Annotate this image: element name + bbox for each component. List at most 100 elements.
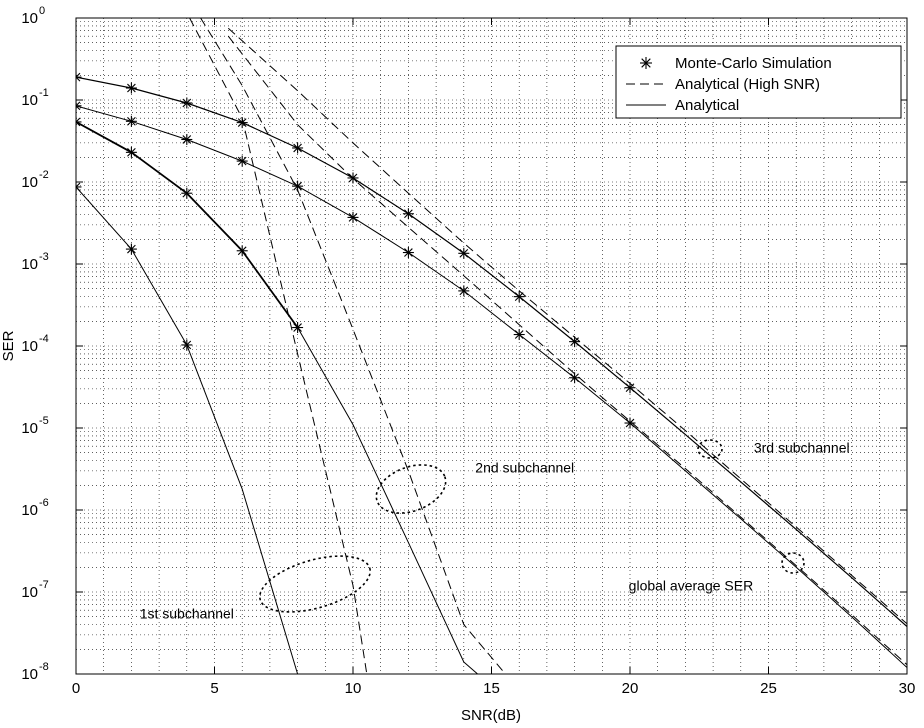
marker-stroke [293, 181, 302, 191]
marker-stroke [293, 143, 302, 153]
marker-stroke [641, 58, 651, 68]
y-tick-label-exponent: -7 [39, 579, 49, 591]
marker-star [125, 115, 137, 127]
annotation-ellipse [697, 439, 723, 459]
y-tick-label-base: 10 [21, 338, 38, 355]
marker-stroke [348, 213, 358, 222]
annotation-label: 2nd subchannel [475, 459, 574, 475]
y-tick-label: 10 -3 [21, 251, 48, 273]
marker-star [292, 180, 304, 192]
legend-label-high-snr: Analytical (High SNR) [675, 76, 820, 93]
marker-star [569, 372, 581, 384]
annotation-label: 3rd subchannel [754, 439, 850, 455]
analytical-curve [76, 76, 907, 627]
analytical-curve [297, 327, 478, 674]
y-tick-label-exponent: -6 [39, 497, 49, 509]
legend-marker-star [640, 57, 652, 69]
marker-stroke [570, 337, 579, 346]
y-tick-label-base: 10 [21, 174, 38, 191]
y-tick-label: 10 -6 [21, 497, 48, 519]
marker-star [125, 82, 137, 94]
marker-star [292, 142, 304, 154]
marker-star [402, 247, 414, 259]
marker-stroke [237, 156, 247, 166]
x-tick-label: 30 [899, 680, 916, 697]
marker-stroke [76, 76, 81, 82]
y-tick-label-exponent: -5 [39, 415, 49, 427]
marker-star [513, 291, 525, 303]
marker-stroke [76, 101, 81, 107]
marker-stroke [514, 330, 524, 339]
marker-stroke [570, 373, 579, 383]
y-tick-label-base: 10 [21, 666, 38, 683]
marker-stroke [127, 244, 136, 254]
marker-stroke [459, 248, 469, 258]
marker-stroke [237, 246, 247, 256]
x-tick-label: 15 [483, 680, 500, 697]
marker-star [181, 133, 193, 145]
marker-stroke [625, 418, 635, 428]
analytical-high-snr-curve [200, 18, 506, 674]
simulation-markers [76, 71, 636, 394]
marker-star [347, 172, 359, 184]
y-tick-label-base: 10 [21, 420, 38, 437]
marker-stroke [127, 147, 136, 157]
marker-star [76, 71, 82, 83]
y-tick-label-base: 10 [21, 584, 38, 601]
marker-star [624, 417, 636, 429]
series-layer [76, 18, 907, 674]
y-tick-label-exponent: -8 [39, 661, 49, 673]
marker-stroke [182, 98, 192, 108]
marker-stroke [76, 117, 81, 123]
x-tick-label: 20 [622, 680, 639, 697]
marker-stroke [293, 323, 302, 332]
marker-stroke [514, 292, 524, 301]
marker-stroke [237, 118, 247, 127]
marker-star [569, 336, 581, 348]
y-tick-label: 10 0 [21, 5, 45, 27]
marker-star [236, 245, 248, 257]
marker-stroke [76, 105, 81, 111]
marker-star [292, 322, 304, 334]
y-tick-label: 10 -1 [21, 87, 48, 109]
marker-star [458, 247, 470, 259]
legend: Monte-Carlo Simulation Analytical (High … [615, 45, 902, 119]
simulation-markers [76, 116, 304, 334]
legend-box [615, 45, 902, 119]
marker-stroke [127, 83, 136, 93]
marker-star [458, 285, 470, 297]
marker-stroke [182, 135, 192, 144]
grid-lines [76, 18, 907, 674]
marker-stroke [76, 186, 81, 192]
y-tick-label: 10 -4 [21, 333, 48, 355]
y-tick-label: 10 -5 [21, 415, 48, 437]
marker-star [347, 211, 359, 223]
x-tick-label: 5 [210, 680, 218, 697]
y-tick-label-exponent: -3 [39, 251, 49, 263]
y-tick-label: 10 -2 [21, 169, 48, 191]
legend-label-analytical: Analytical [675, 97, 739, 114]
y-tick-label-exponent: -2 [39, 169, 49, 181]
simulation-markers [76, 100, 636, 429]
marker-stroke [625, 383, 635, 393]
y-tick-label-base: 10 [21, 502, 38, 519]
annotation-layer: 1st subchannel 2nd subchannel 3rd subchann… [140, 439, 850, 621]
marker-star [236, 155, 248, 167]
marker-stroke [76, 72, 81, 78]
simulation-markers [76, 181, 193, 351]
marker-star [624, 382, 636, 394]
marker-stroke [182, 340, 192, 350]
marker-star [640, 57, 652, 69]
x-tick-label: 25 [760, 680, 777, 697]
y-axis-label: SER [0, 330, 17, 361]
marker-stroke [404, 209, 413, 219]
analytical-curve [76, 105, 907, 668]
marker-stroke [127, 116, 136, 126]
tick-marks [75, 17, 908, 675]
marker-star [76, 116, 82, 128]
analytical-high-snr-curve [189, 18, 368, 674]
annotation-label: 1st subchannel [140, 605, 234, 621]
annotation-ellipse [781, 552, 805, 574]
